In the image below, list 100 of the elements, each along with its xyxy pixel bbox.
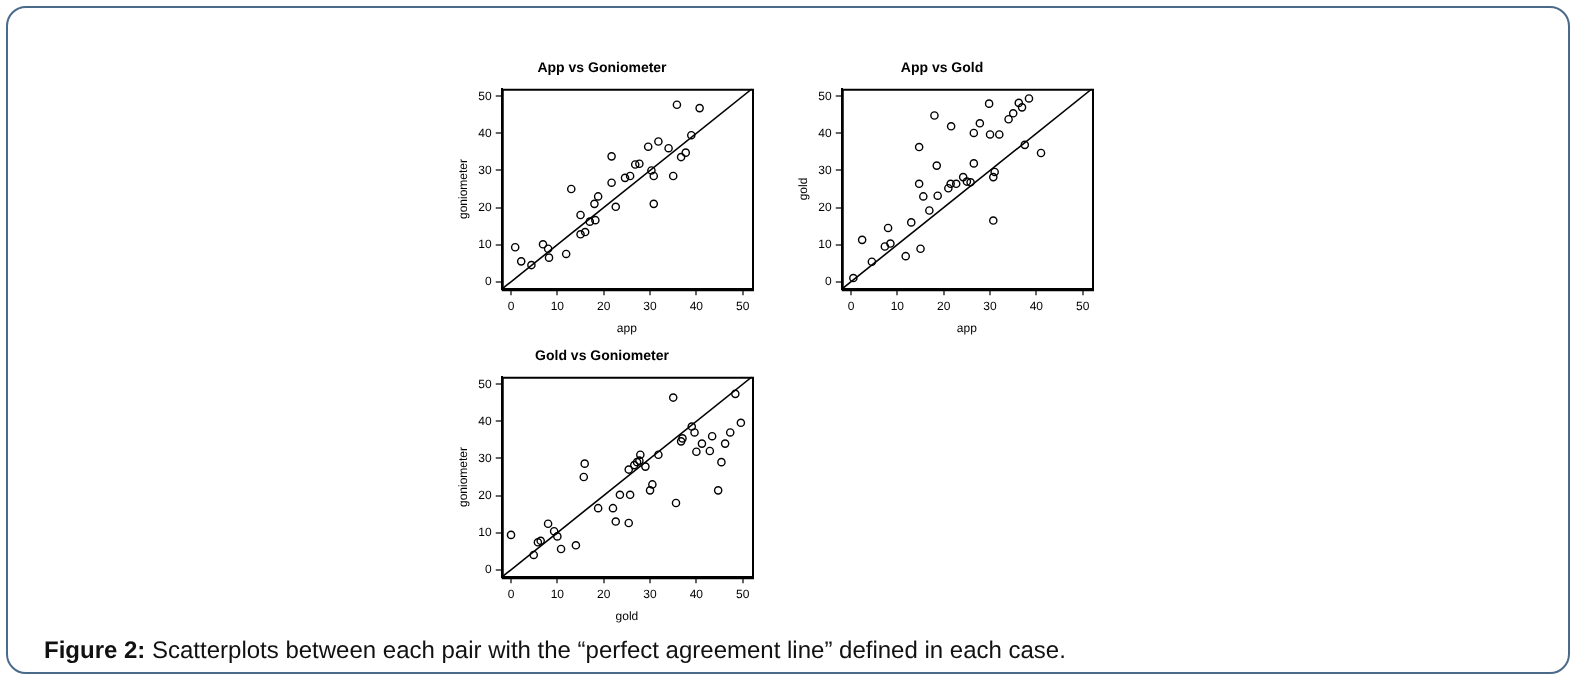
point (914, 179, 924, 189)
point (590, 199, 599, 209)
point (635, 159, 644, 169)
point (676, 152, 686, 162)
point (984, 99, 994, 108)
point (1024, 94, 1034, 103)
point (593, 503, 603, 513)
point (566, 184, 576, 194)
point (692, 447, 701, 457)
point (625, 171, 635, 181)
point (736, 418, 746, 428)
point (654, 450, 663, 460)
point (849, 273, 858, 283)
point (713, 486, 723, 495)
point (611, 517, 621, 526)
point (510, 242, 520, 252)
point (901, 251, 910, 261)
point (880, 242, 890, 251)
point (607, 178, 616, 187)
point (686, 130, 696, 140)
point (697, 439, 707, 448)
point (620, 173, 630, 183)
point (720, 439, 730, 448)
point (641, 462, 650, 471)
point (958, 172, 968, 182)
point (676, 437, 686, 446)
point (725, 428, 735, 437)
point (593, 192, 603, 201)
point (969, 159, 979, 168)
point (1036, 148, 1046, 158)
point (925, 206, 934, 215)
point (857, 235, 867, 245)
point (585, 217, 595, 226)
point (649, 171, 659, 181)
point (579, 472, 589, 482)
point (643, 142, 653, 151)
point (529, 550, 539, 560)
point (571, 540, 581, 550)
point (544, 253, 554, 262)
point (516, 257, 526, 266)
point (506, 530, 516, 540)
point (527, 260, 536, 270)
point (549, 526, 559, 536)
point (962, 177, 972, 186)
point (932, 161, 942, 170)
caption: Figure 2: Scatterplots between each pair with the “perfect agreement line” defined in each case. (44, 636, 1066, 664)
point (988, 172, 998, 182)
point (580, 459, 589, 468)
point (636, 450, 645, 460)
point (576, 210, 585, 220)
point (580, 227, 590, 237)
point (966, 178, 975, 187)
point (649, 199, 659, 209)
point (1020, 140, 1030, 150)
point (695, 103, 704, 113)
point (717, 457, 726, 467)
point (630, 160, 640, 169)
point (886, 239, 895, 248)
point (624, 518, 634, 528)
point (946, 121, 956, 131)
point (919, 192, 928, 201)
point (543, 244, 553, 254)
point (607, 152, 616, 161)
point (1004, 114, 1013, 124)
point (995, 130, 1004, 139)
point (933, 191, 942, 200)
point (553, 532, 562, 541)
point (624, 465, 634, 474)
point (1008, 108, 1018, 118)
point (988, 216, 998, 225)
point (668, 393, 678, 402)
point (705, 446, 715, 456)
point (536, 536, 545, 546)
point (591, 215, 600, 225)
point (678, 434, 687, 443)
point (611, 202, 621, 212)
point (883, 223, 893, 233)
point (556, 544, 566, 554)
point (668, 171, 678, 181)
point (672, 100, 682, 110)
point (969, 128, 979, 138)
point (615, 490, 625, 500)
point (533, 538, 543, 547)
point (906, 218, 916, 227)
point (944, 183, 953, 193)
point (645, 486, 655, 495)
point (625, 490, 635, 500)
point (946, 179, 955, 189)
point (1014, 98, 1024, 108)
point (654, 137, 663, 146)
point (647, 166, 656, 175)
point (951, 179, 961, 189)
point (543, 519, 553, 529)
point (690, 428, 699, 437)
point (975, 119, 985, 128)
point (561, 249, 571, 259)
point (687, 422, 697, 431)
point (681, 148, 691, 157)
point (930, 111, 939, 120)
point (990, 167, 999, 177)
